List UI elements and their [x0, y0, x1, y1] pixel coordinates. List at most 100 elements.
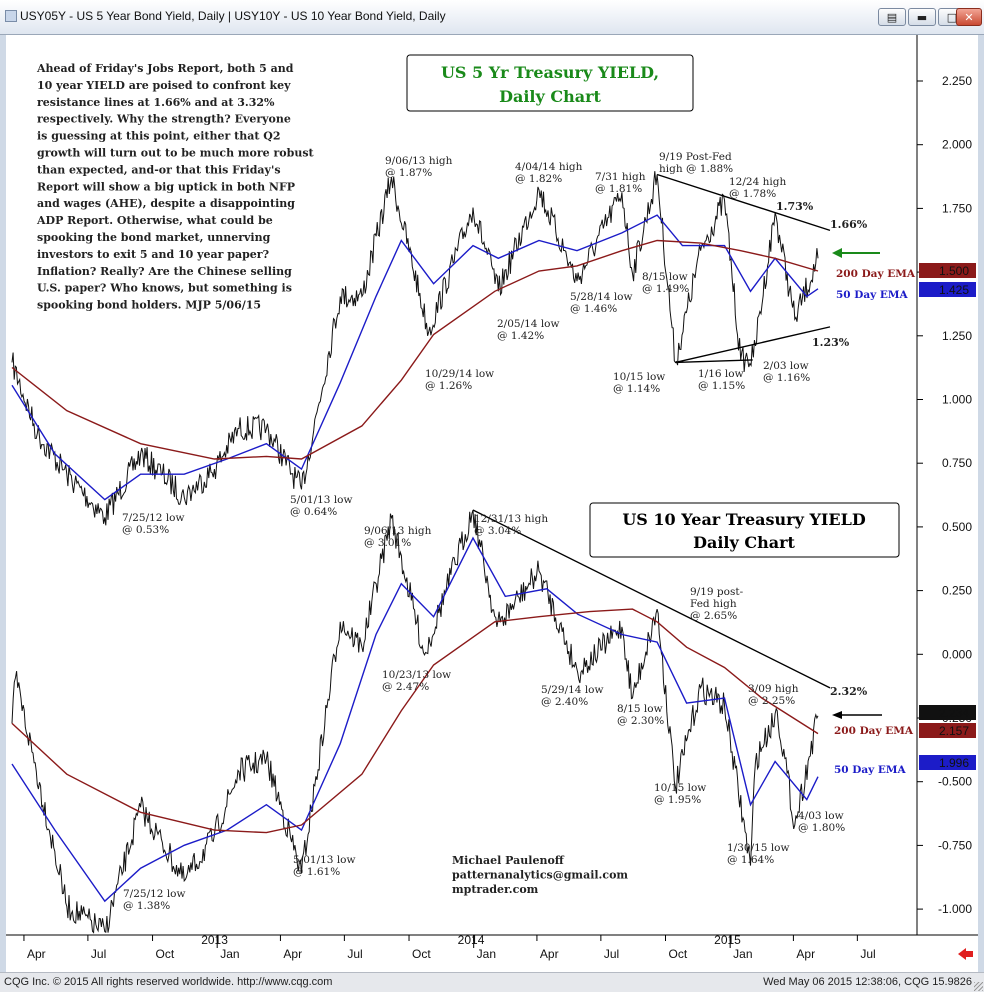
x-year-label: 2014: [458, 933, 485, 947]
commentary-line: Ahead of Friday's Jobs Report, both 5 an…: [36, 62, 294, 75]
window-title: USY05Y - US 5 Year Bond Yield, Daily | U…: [20, 9, 446, 23]
panel-5yr: [11, 171, 831, 526]
chart-title-line: US 5 Yr Treasury YIELD,: [441, 63, 659, 82]
status-bar: CQG Inc. © 2015 All rights reserved worl…: [0, 972, 984, 992]
price-tag-label: 1.500: [939, 264, 969, 278]
annotation-label: 9/19 Post-Fed: [659, 151, 732, 163]
annotation-label: @ 1.38%: [123, 900, 170, 912]
scroll-left-arrow-icon: [958, 948, 973, 960]
annotation-label: @ 0.53%: [122, 524, 169, 536]
ema200-line: [11, 608, 819, 834]
x-year-label: 2015: [714, 933, 741, 947]
annotation-label: @ 2.47%: [382, 681, 429, 693]
x-month-label: Jul: [91, 947, 106, 961]
annotation-label: @ 1.46%: [570, 303, 617, 315]
x-year-label: 2013: [201, 933, 228, 947]
annotation-label: 5/01/13 low: [290, 494, 352, 506]
commentary-line: than expected, and-or that this Friday's: [37, 163, 281, 176]
annotation-label: 3/09 high: [748, 683, 799, 695]
y-tick-label: 2.250: [942, 74, 972, 88]
price-tag-label: 2.157: [939, 724, 969, 738]
annotation-label: 5/01/13 low: [293, 854, 355, 866]
x-month-label: Apr: [27, 947, 46, 961]
x-month-label: Jul: [604, 947, 619, 961]
signature-line: Michael Paulenoff: [452, 854, 565, 867]
annotation-label: @ 1.64%: [727, 854, 774, 866]
annotation-label: @ 1.87%: [385, 167, 432, 179]
commentary-line: ADP Report. Otherwise, what could be: [36, 214, 273, 227]
chart-title-line: US 10 Year Treasury YIELD: [622, 510, 866, 529]
price-tag-box: [919, 282, 976, 297]
price-tag-label: 2.234: [939, 706, 969, 720]
ema200-line: [11, 239, 819, 460]
annotation-label: @ 1.61%: [293, 866, 340, 878]
commentary-line: investors to exit 5 and 10 year paper?: [37, 248, 269, 261]
annotation-label: 10/23/13 low: [382, 669, 451, 681]
legend-entry: 50 Day EMA: [836, 289, 909, 301]
annotation-label: 7/25/12 low: [123, 888, 185, 900]
trendline: [675, 359, 753, 364]
annotation-label: 10/15 low: [654, 782, 706, 794]
annotation-label: 5/29/14 low: [541, 684, 603, 696]
commentary-line: respectively. Why the strength? Everyone: [37, 113, 291, 126]
y-tick-label: 1.750: [942, 201, 972, 215]
annotation-label: 1/30/15 low: [727, 842, 789, 854]
x-month-label: Jul: [347, 947, 362, 961]
price-series-line: [11, 171, 819, 526]
green-arrowhead-icon: [832, 248, 842, 258]
y-tick-label: 0.000: [942, 647, 972, 661]
legend-entry: 50 Day EMA: [834, 764, 907, 776]
annotation-label: @ 1.49%: [642, 283, 689, 295]
x-month-label: Jan: [477, 947, 496, 961]
annotation-label: 2/05/14 low: [497, 318, 559, 330]
x-month-label: Oct: [156, 947, 175, 961]
chart-title-line: Daily Chart: [499, 87, 601, 106]
chart-title-box: [589, 502, 900, 558]
y-tick-label: 0.250: [942, 584, 972, 598]
x-month-label: Apr: [796, 947, 815, 961]
price-tag-box: [919, 755, 976, 770]
black-arrowhead-icon: [832, 711, 842, 719]
trendline: [472, 509, 831, 689]
y-tick-label: 1.000: [942, 393, 972, 407]
signature-line: mptrader.com: [452, 883, 539, 896]
chart-title-box: [406, 54, 694, 112]
chart-title-line: Daily Chart: [693, 533, 795, 552]
price-tag-box: [919, 723, 976, 738]
annotation-label: @ 1.15%: [698, 380, 745, 392]
annotation-label: 1.66%: [830, 218, 868, 231]
annotation-label: 9/06/13 high: [364, 525, 432, 537]
x-month-label: Jan: [733, 947, 752, 961]
legend-entry: 200 Day EMA: [836, 268, 916, 280]
y-tick-label: -0.750: [938, 838, 972, 852]
annotation-label: 7/31 high: [595, 171, 646, 183]
arrange-windows-button[interactable]: ▤: [878, 8, 906, 26]
close-button[interactable]: ✕: [956, 8, 982, 26]
commentary-line: Inflation? Really? Are the Chinese selli…: [37, 265, 292, 278]
annotation-label: @ 1.82%: [515, 173, 562, 185]
annotation-label: 1/16 low: [698, 368, 744, 380]
y-tick-label: -1.000: [938, 902, 972, 916]
y-tick-label: 0.750: [942, 456, 972, 470]
annotation-label: 12/24 high: [729, 176, 786, 188]
x-month-label: Oct: [669, 947, 688, 961]
resize-grip-icon[interactable]: [974, 982, 983, 991]
annotation-label: 10/15 low: [613, 371, 665, 383]
annotation-label: @ 1.80%: [798, 822, 845, 834]
legend-entry: 200 Day EMA: [834, 725, 914, 737]
trendline: [656, 173, 831, 232]
annotation-label: 7/25/12 low: [122, 512, 184, 524]
price-tag-label: 1.425: [939, 283, 969, 297]
chart-window-frame: [0, 35, 984, 972]
app-icon: [5, 10, 17, 22]
minimize-button[interactable]: ▬: [908, 8, 936, 26]
price-tag-box: [919, 705, 976, 720]
y-tick-label: -0.500: [938, 775, 972, 789]
annotation-label: Fed high: [690, 598, 737, 610]
timestamp-text: Wed May 06 2015 12:38:06, CQG 15.9826: [763, 976, 972, 988]
annotation-label: 4/04/14 high: [515, 161, 583, 173]
annotation-label: @ 3.04%: [474, 525, 521, 537]
annotation-label: 12/31/13 high: [474, 513, 548, 525]
commentary-line: 10 year YIELD are poised to confront key: [37, 79, 291, 92]
